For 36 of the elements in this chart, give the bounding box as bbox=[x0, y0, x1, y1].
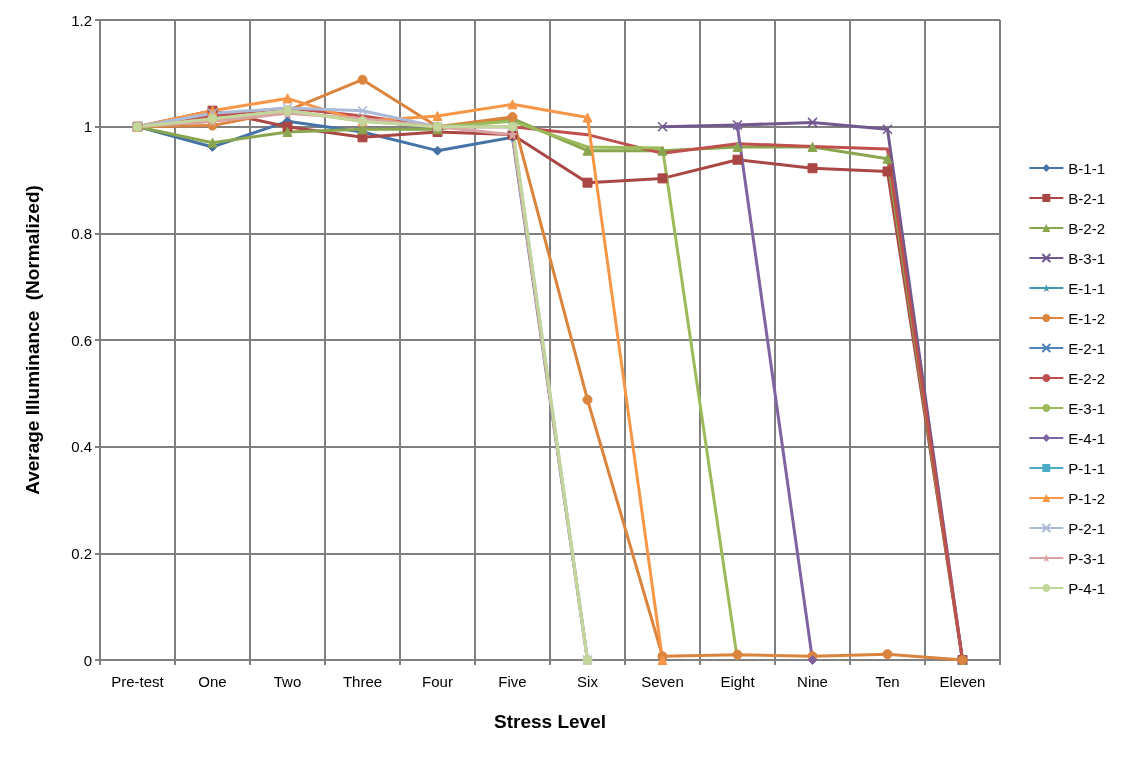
x-tick-label: Two bbox=[273, 673, 302, 690]
x-tick-label: One bbox=[198, 673, 227, 690]
x-tick-label: Six bbox=[577, 673, 599, 690]
x-tick-label: Ten bbox=[875, 673, 900, 690]
legend-label: B-2-2 bbox=[1068, 219, 1106, 237]
legend-label: E-3-1 bbox=[1068, 399, 1106, 417]
y-tick-label: 0.8 bbox=[71, 224, 92, 242]
legend-label: E-2-2 bbox=[1068, 369, 1106, 387]
y-tick-label: 0 bbox=[83, 651, 92, 669]
x-axis-title: Stress Level bbox=[494, 711, 606, 732]
legend-label: B-2-1 bbox=[1068, 189, 1106, 207]
legend-label: E-2-1 bbox=[1068, 339, 1106, 357]
legend-label: P-3-1 bbox=[1068, 549, 1106, 567]
x-tick-label: Eleven bbox=[939, 673, 986, 690]
x-tick-label: Eight bbox=[720, 673, 756, 690]
legend-label: E-1-1 bbox=[1068, 279, 1106, 297]
legend-label: P-1-2 bbox=[1068, 489, 1106, 507]
legend-label: B-1-1 bbox=[1068, 159, 1106, 177]
y-axis-title: Average Illuminance (Normalized) bbox=[22, 185, 43, 495]
x-tick-label: Seven bbox=[641, 673, 684, 690]
x-tick-label: Three bbox=[342, 673, 383, 690]
x-tick-label: Four bbox=[422, 673, 453, 690]
legend-label: B-3-1 bbox=[1068, 249, 1106, 267]
x-tick-label: Five bbox=[498, 673, 527, 690]
legend-label: E-1-2 bbox=[1068, 309, 1106, 327]
x-tick-label: Pre-test bbox=[111, 673, 165, 690]
legend-label: P-1-1 bbox=[1068, 459, 1106, 477]
y-tick-label: 0.2 bbox=[71, 544, 92, 562]
legend-label: E-4-1 bbox=[1068, 429, 1106, 447]
y-tick-label: 1.2 bbox=[71, 11, 92, 29]
legend-label: P-4-1 bbox=[1068, 579, 1106, 597]
y-tick-label: 0.4 bbox=[71, 438, 92, 456]
x-tick-label: Nine bbox=[797, 673, 828, 690]
y-tick-label: 1 bbox=[83, 118, 92, 136]
legend-label: P-2-1 bbox=[1068, 519, 1106, 537]
y-tick-label: 0.6 bbox=[71, 331, 92, 349]
